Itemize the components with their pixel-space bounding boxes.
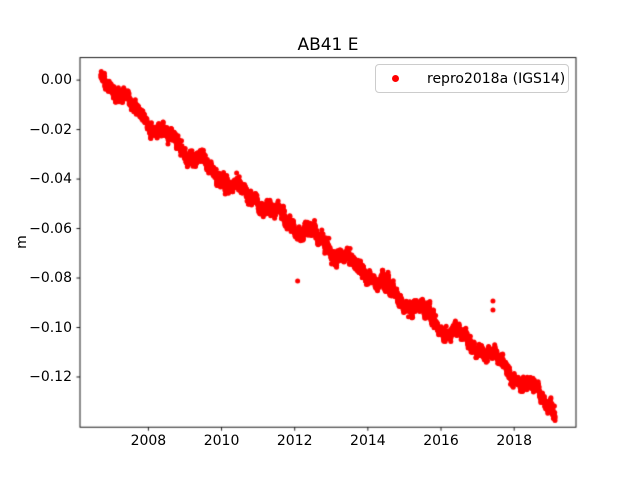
x-tick-label: 2018 [496,433,532,449]
y-tick-label: −0.04 [29,171,72,188]
x-tick-label: 2016 [423,433,459,449]
x-tick-label: 2014 [350,433,386,449]
x-tick-label: 2008 [130,433,167,449]
legend: repro2018a (IGS14) [375,64,569,93]
x-tick-label: 2012 [276,433,313,449]
y-tick-label: 0.00 [40,72,72,89]
y-axis-label: m [14,235,30,249]
legend-label: repro2018a (IGS14) [427,70,566,87]
chart-title: AB41 E [297,35,359,55]
y-tick-label: −0.12 [29,368,72,385]
y-tick-label: −0.02 [29,121,72,138]
legend-red-dot-icon [392,75,399,82]
y-tick-label: −0.08 [29,270,72,287]
x-tick-label: 2010 [203,433,240,449]
y-tick-label: −0.10 [29,319,72,336]
y-tick-label: −0.06 [29,220,72,237]
